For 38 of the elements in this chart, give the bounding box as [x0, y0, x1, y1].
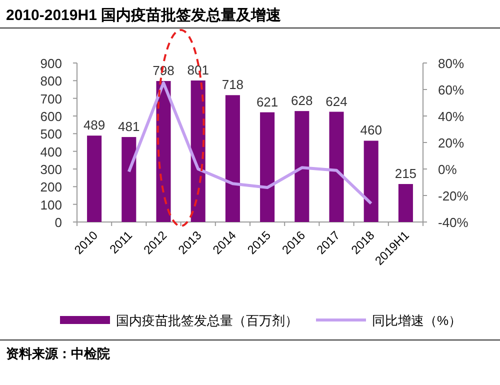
data-label: 460: [360, 122, 382, 138]
y-tick-label: 300: [40, 162, 62, 177]
legend-label: 国内疫苗批签发总量（百万剂）: [116, 313, 298, 328]
data-label: 628: [291, 93, 313, 108]
bar: [294, 111, 310, 222]
bar: [260, 112, 275, 222]
bar: [87, 136, 102, 222]
y2-tick-label: 60%: [438, 82, 464, 98]
y-tick-label: 800: [40, 74, 62, 89]
y-tick-label: 900: [40, 56, 62, 71]
y-tick-label: 600: [40, 109, 62, 124]
legend-label: 同比增速（%）: [372, 313, 462, 328]
y-tick-label: 700: [40, 91, 62, 106]
y-tick-label: 400: [40, 144, 62, 160]
y2-tick-label: 80%: [438, 56, 464, 71]
bar: [122, 137, 136, 222]
y-tick-label: 200: [40, 180, 62, 195]
bar: [398, 184, 413, 222]
bar: [329, 112, 344, 222]
text: 资料来源：中检院: [6, 346, 110, 361]
chart-title: 2010-2019H1 国内疫苗批签发总量及增速: [6, 7, 282, 24]
bar: [225, 95, 240, 222]
data-label: 624: [326, 94, 348, 109]
y2-tick-label: -40%: [438, 215, 469, 230]
y-tick-label: 500: [40, 126, 62, 142]
data-label: 801: [187, 62, 209, 78]
y-tick-label: 100: [40, 197, 62, 212]
data-label: 489: [83, 118, 106, 133]
y2-tick-label: -20%: [438, 188, 469, 204]
y-tick-label: 0: [54, 215, 62, 230]
data-label: 215: [394, 166, 417, 182]
y2-tick-label: 20%: [438, 136, 464, 150]
data-label: 718: [222, 77, 244, 92]
data-label: 481: [118, 119, 140, 134]
data-label: 621: [256, 94, 278, 110]
y2-tick-label: 0%: [438, 162, 458, 177]
bar: [364, 140, 378, 222]
y2-tick-label: 40%: [438, 109, 464, 124]
